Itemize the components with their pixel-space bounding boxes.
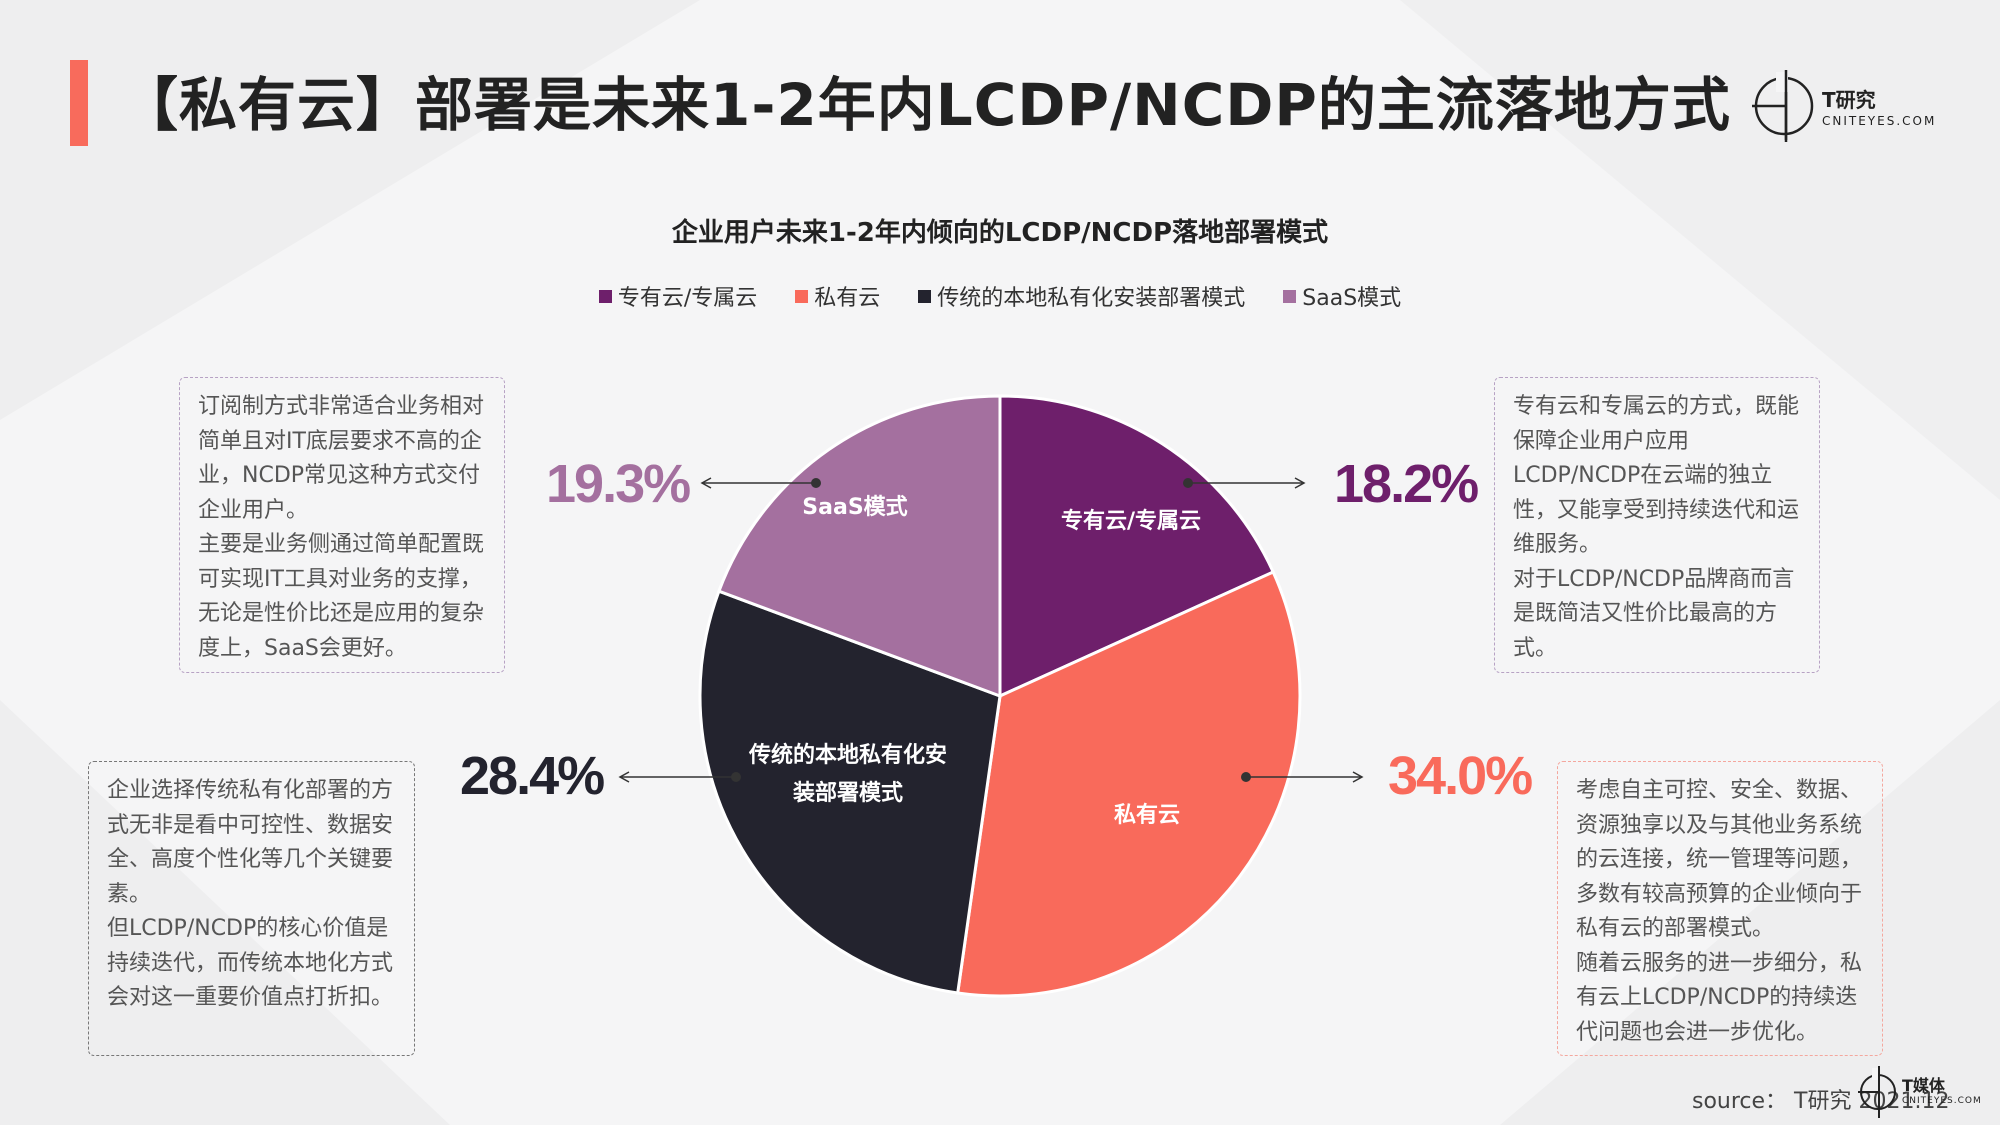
note-private-cloud: 考虑自主可控、安全、数据、资源独享以及与其他业务系统的云连接，统一管理等问题，多… — [1557, 761, 1883, 1056]
legend-item-private-cloud: 私有云 — [795, 280, 880, 312]
legend-label: 私有云 — [814, 286, 881, 311]
percent-label-private-cloud: 34.0% — [1388, 746, 1533, 806]
note-traditional: 企业选择传统私有化部署的方式无非是看中可控性、数据安全、高度个性化等几个关键要素… — [88, 761, 415, 1056]
brand-logo: T研究 CNITEYES.COM — [1752, 70, 1952, 142]
slice-label-traditional-line2: 装部署模式 — [793, 780, 903, 806]
legend-item-traditional: 传统的本地私有化安装部署模式 — [918, 280, 1245, 312]
legend-swatch — [795, 289, 809, 303]
note-paragraph: 但LCDP/NCDP的核心价值是持续迭代，而传统本地化方式会对这一重要价值点打折… — [107, 916, 394, 1010]
note-private-dedicated: 专有云和专属云的方式，既能保障企业用户应用LCDP/NCDP在云端的独立性，又能… — [1494, 377, 1820, 673]
legend-label: SaaS模式 — [1302, 286, 1402, 311]
pie-slice-private-dedicated — [998, 394, 1276, 699]
chart-title: 企业用户未来1-2年内倾向的LCDP/NCDP落地部署模式 — [671, 218, 1329, 248]
percent-label-private-dedicated: 18.2% — [1334, 454, 1479, 514]
pie-slice-traditional — [698, 589, 1002, 995]
note-saas: 订阅制方式非常适合业务相对简单且对IT底层要求不高的企业，NCDP常见这种方式交… — [179, 377, 505, 673]
legend-item-saas: SaaS模式 — [1283, 280, 1401, 312]
pie-slice-private-cloud — [955, 570, 1302, 998]
note-paragraph: 考虑自主可控、安全、数据、资源独享以及与其他业务系统的云连接，统一管理等问题，多… — [1576, 778, 1863, 941]
logo-name: T研究 — [1822, 88, 1876, 112]
legend-swatch — [918, 289, 932, 303]
percent-label-traditional: 28.4% — [460, 746, 605, 806]
note-paragraph: 订阅制方式非常适合业务相对简单且对IT底层要求不高的企业，NCDP常见这种方式交… — [198, 394, 485, 523]
slice-label-traditional-line1: 传统的本地私有化安 — [748, 742, 947, 768]
logo-subtitle: CNITEYES.COM — [1822, 114, 1937, 128]
legend-label: 专有云/专属云 — [617, 286, 758, 311]
slice-label-private-dedicated: 专有云/专属云 — [1061, 508, 1201, 534]
footer-logo-name: T媒体 — [1902, 1076, 1945, 1095]
percent-label-saas: 19.3% — [546, 454, 691, 514]
slice-label-private-cloud: 私有云 — [1114, 802, 1180, 828]
pie-slice-saas — [716, 394, 1002, 699]
chart-legend: 专有云/专属云 私有云 传统的本地私有化安装部署模式 SaaS模式 — [0, 280, 2000, 312]
legend-swatch — [598, 289, 612, 303]
note-paragraph: 主要是业务侧通过简单配置既可实现IT工具对业务的支撑，无论是性价比还是应用的复杂… — [198, 532, 485, 661]
leader-saas — [700, 477, 821, 489]
legend-item-private-dedicated: 专有云/专属云 — [598, 280, 758, 312]
footer-logo: T媒体 CNITEYES.COM — [1858, 1066, 1988, 1118]
note-paragraph: 对于LCDP/NCDP品牌商而言是既简洁又性价比最高的方式。 — [1513, 566, 1795, 661]
note-paragraph: 随着云服务的进一步细分，私有云上LCDP/NCDP的持续迭代问题也会进一步优化。 — [1576, 950, 1863, 1045]
legend-swatch — [1283, 289, 1297, 303]
slice-label-saas: SaaS模式 — [802, 495, 907, 520]
leader-private-dedicated — [1183, 477, 1306, 489]
note-paragraph: 企业选择传统私有化部署的方式无非是看中可控性、数据安全、高度个性化等几个关键要素… — [107, 778, 394, 907]
logo-mark-icon — [1752, 70, 1814, 142]
page-title: 【私有云】部署是未来1-2年内LCDP/NCDP的主流落地方式 — [120, 71, 1731, 139]
legend-label: 传统的本地私有化安装部署模式 — [937, 286, 1246, 311]
footer-logo-subtitle: CNITEYES.COM — [1902, 1096, 1982, 1106]
leader-private-cloud — [1241, 771, 1364, 783]
leader-traditional — [618, 771, 741, 783]
title-accent-bar — [70, 60, 88, 146]
note-paragraph: 专有云和专属云的方式，既能保障企业用户应用LCDP/NCDP在云端的独立性，又能… — [1513, 394, 1800, 557]
footer-logo-mark-icon — [1858, 1066, 1896, 1118]
source-caption: source： T研究 2021.12 — [1692, 1089, 1950, 1114]
